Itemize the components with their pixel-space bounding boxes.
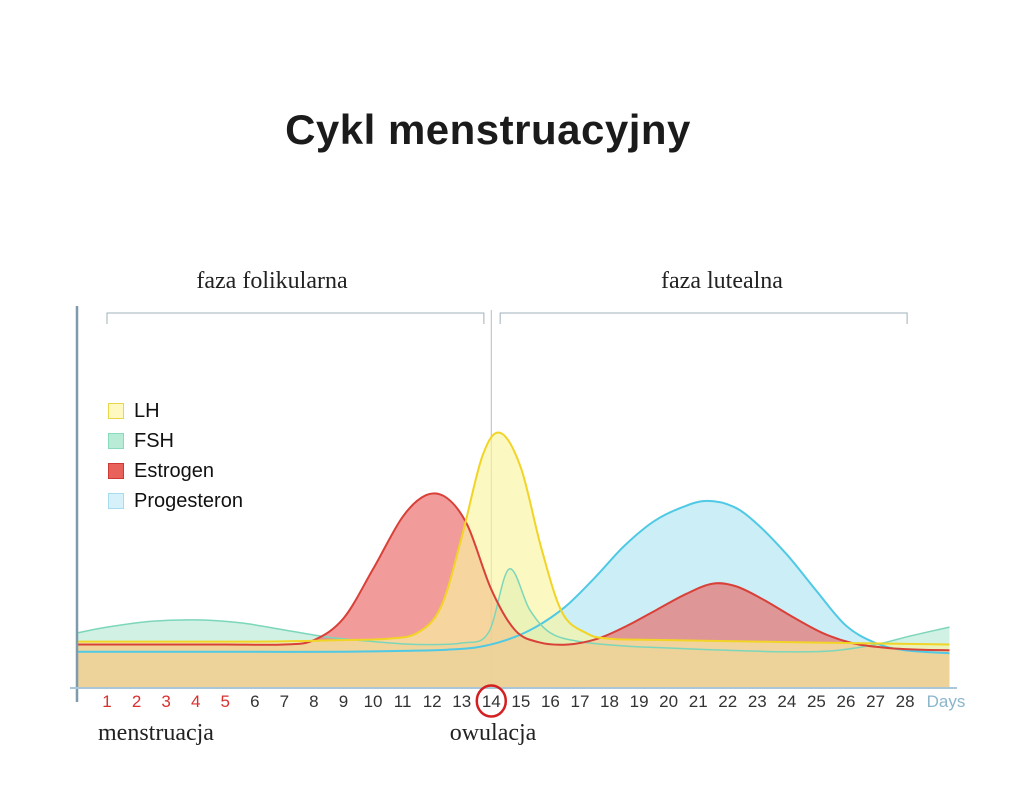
- page-title: Cykl menstruacyjny: [285, 106, 691, 153]
- series-area-lh: [77, 432, 950, 688]
- day-tick-label-3: 3: [161, 692, 170, 711]
- series-line-fsh: [77, 568, 950, 653]
- legend-swatch-lh: [108, 403, 124, 419]
- day-tick-label-26: 26: [837, 692, 856, 711]
- day-tick-label-27: 27: [866, 692, 885, 711]
- luteal-phase-bracket: [499, 312, 908, 324]
- ovulation-label: owulacja: [449, 720, 537, 746]
- day-tick-label-16: 16: [541, 692, 560, 711]
- day-tick-label-15: 15: [511, 692, 530, 711]
- legend-item-lh: LH: [108, 401, 243, 421]
- series-line-progesteron: [77, 499, 950, 655]
- follicular-phase-label: faza folikularna: [196, 268, 348, 294]
- series-line-lh: [77, 431, 950, 646]
- day-tick-label-4: 4: [191, 692, 200, 711]
- menstruation-label: menstruacja: [98, 720, 214, 746]
- chart-legend: LH FSH Estrogen Progesteron: [108, 401, 243, 511]
- day-tick-label-23: 23: [748, 692, 767, 711]
- day-tick-label-9: 9: [339, 692, 348, 711]
- day-tick-label-19: 19: [630, 692, 649, 711]
- day-tick-label-18: 18: [600, 692, 619, 711]
- legend-swatch-estrogen: [108, 463, 124, 479]
- series-line-estrogen: [77, 492, 950, 652]
- legend-item-fsh: FSH: [108, 431, 243, 451]
- day-tick-label-13: 13: [452, 692, 471, 711]
- legend-label-progesteron: Progesteron: [134, 490, 243, 512]
- day-tick-label-6: 6: [250, 692, 259, 711]
- day-tick-label-1: 1: [102, 692, 111, 711]
- day-tick-label-5: 5: [221, 692, 230, 711]
- legend-item-progesteron: Progesteron: [108, 491, 243, 511]
- day-tick-label-17: 17: [570, 692, 589, 711]
- day-tick-label-20: 20: [659, 692, 678, 711]
- day-tick-label-8: 8: [309, 692, 318, 711]
- legend-label-estrogen: Estrogen: [134, 460, 215, 482]
- day-tick-label-2: 2: [132, 692, 141, 711]
- legend-label-fsh: FSH: [134, 430, 174, 452]
- follicular-phase-bracket: [106, 312, 485, 324]
- day-tick-label-22: 22: [718, 692, 737, 711]
- day-tick-label-24: 24: [777, 692, 796, 711]
- legend-swatch-fsh: [108, 433, 124, 449]
- day-tick-label-11: 11: [394, 692, 412, 711]
- x-axis-label: Days: [927, 692, 966, 711]
- legend-item-estrogen: Estrogen: [108, 461, 243, 481]
- legend-label-lh: LH: [134, 400, 160, 422]
- day-tick-label-21: 21: [689, 692, 708, 711]
- legend-swatch-progesteron: [108, 493, 124, 509]
- day-tick-label-28: 28: [896, 692, 915, 711]
- series-area-estrogen: [77, 493, 950, 688]
- luteal-phase-label: faza lutealna: [661, 268, 783, 294]
- day-tick-label-12: 12: [423, 692, 442, 711]
- day-tick-label-7: 7: [280, 692, 289, 711]
- ovulation-day-circle: [475, 684, 508, 718]
- day-tick-label-25: 25: [807, 692, 826, 711]
- day-tick-label-14: 14: [482, 692, 501, 711]
- day-tick-label-10: 10: [364, 692, 383, 711]
